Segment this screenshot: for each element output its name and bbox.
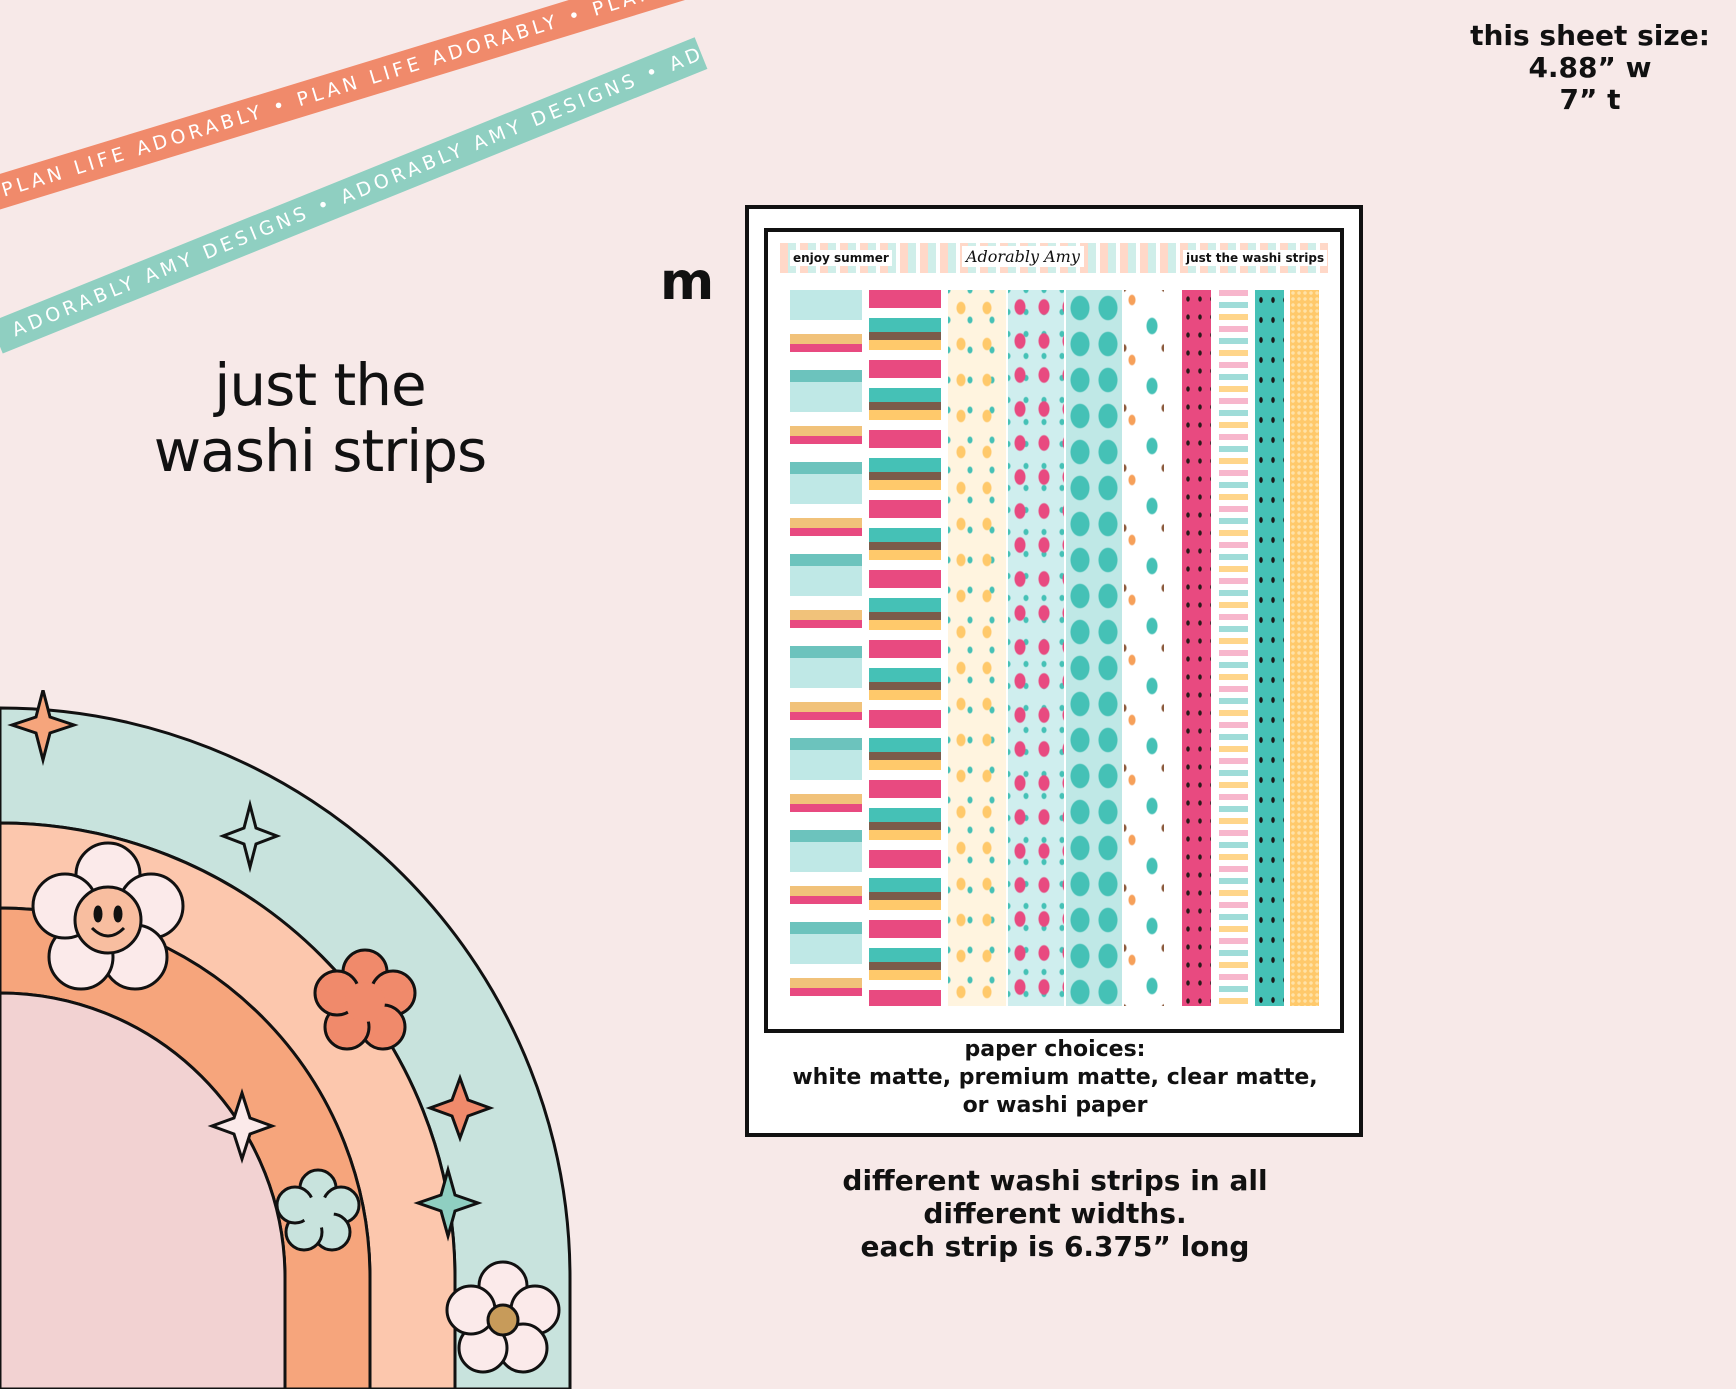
washi-strip-flamingo-pattern — [869, 290, 941, 1006]
washi-strip-pastel-stripes — [1219, 290, 1248, 1006]
sheet-header-theme: enjoy summer — [790, 250, 892, 266]
sparkle-icon — [413, 1164, 483, 1242]
sparkle-icon — [7, 690, 79, 766]
sheet-header-kit-name: just the washi strips — [1183, 250, 1328, 266]
rainbow-illustration — [0, 690, 572, 1389]
strip-description-line-2: different widths. — [923, 1197, 1187, 1230]
title-line-2: washi strips — [153, 417, 487, 485]
teal-flower-icon — [275, 1168, 361, 1252]
sparkle-icon — [207, 1088, 277, 1164]
washi-strip-teal-seeds — [1255, 290, 1284, 1006]
star-icon — [425, 1073, 495, 1143]
washi-strip-pink-seeds — [1182, 290, 1211, 1006]
strip-description-line-3: each strip is 6.375” long — [860, 1230, 1250, 1263]
smiley-flower-icon — [31, 841, 185, 991]
title-line-1: just the — [214, 351, 426, 419]
paper-choices-list-end: or washi paper — [962, 1093, 1148, 1118]
washi-strip-yellow-dots — [1290, 290, 1319, 1006]
strip-description: different washi strips in all different … — [740, 1164, 1370, 1263]
page-title: just the washi strips — [110, 352, 530, 484]
rainbow-band-pink — [0, 991, 287, 1389]
paper-choices-list: white matte, premium matte, clear matte, — [792, 1065, 1318, 1090]
sparkle-icon — [218, 799, 282, 873]
sheet-size-info: this sheet size: 4.88” w 7” t — [1470, 20, 1710, 116]
paper-choices-caption: paper choices: white matte, premium matt… — [768, 1036, 1342, 1120]
washi-strip-monstera-leaves — [1066, 290, 1122, 1006]
size-info-height: 7” t — [1559, 83, 1621, 116]
washi-strip-summer-drinks — [790, 290, 862, 1006]
washi-strip-watermelon — [1008, 290, 1064, 1006]
size-info-width: 4.88” w — [1528, 51, 1652, 84]
paper-choices-heading: paper choices: — [964, 1037, 1146, 1062]
sheet-header-logo: Adorably Amy — [962, 246, 1084, 267]
strip-description-line-1: different washi strips in all — [842, 1164, 1268, 1197]
daisy-flower-icon — [445, 1260, 561, 1374]
size-letter: m — [660, 252, 715, 312]
size-info-heading: this sheet size: — [1470, 19, 1710, 52]
washi-strip-pineapple — [948, 290, 1006, 1006]
washi-strip-palm-trees — [1124, 290, 1164, 1006]
orange-flower-icon — [313, 948, 417, 1051]
